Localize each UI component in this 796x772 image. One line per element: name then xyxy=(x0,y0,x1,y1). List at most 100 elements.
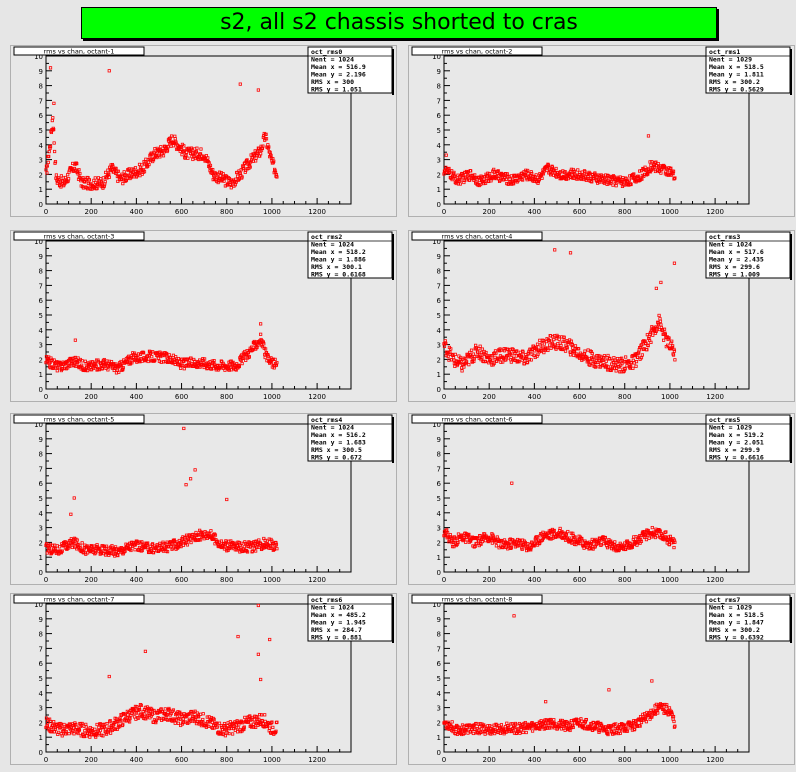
x-tick-label: 0 xyxy=(44,576,48,584)
data-point xyxy=(221,732,226,736)
data-point xyxy=(583,349,587,353)
data-point xyxy=(52,149,57,154)
y-tick-label: 8 xyxy=(437,83,441,91)
data-point xyxy=(568,353,573,357)
data-point xyxy=(106,172,110,176)
data-point xyxy=(181,543,185,547)
data-point xyxy=(478,534,482,538)
data-point xyxy=(275,361,279,365)
data-point xyxy=(251,722,255,726)
data-point xyxy=(116,553,120,558)
data-point xyxy=(504,358,508,362)
y-tick-label: 10 xyxy=(34,238,43,246)
data-point xyxy=(178,717,182,721)
data-point xyxy=(650,160,654,164)
x-tick-label: 600 xyxy=(573,393,586,401)
y-tick-label: 1 xyxy=(39,186,43,194)
y-tick-label: 7 xyxy=(437,97,441,105)
y-tick-label: 1 xyxy=(437,734,441,742)
data-point xyxy=(525,168,530,173)
data-point xyxy=(657,313,661,318)
data-point xyxy=(142,712,146,716)
data-point xyxy=(513,725,517,730)
y-tick-label: 4 xyxy=(39,142,44,150)
data-point xyxy=(577,347,581,351)
data-point xyxy=(67,170,71,174)
x-tick-label: 200 xyxy=(84,208,97,216)
data-point xyxy=(537,542,541,546)
data-point xyxy=(544,726,548,730)
data-point xyxy=(201,357,205,361)
data-point xyxy=(217,170,222,174)
outlier-point xyxy=(654,286,658,290)
y-tick-label: 7 xyxy=(437,465,441,473)
stats-line: RMS x = 299.9 xyxy=(709,446,760,454)
plot-frame xyxy=(45,603,352,753)
data-point xyxy=(84,368,88,373)
data-point xyxy=(245,159,249,163)
x-tick-label: 0 xyxy=(442,393,446,401)
stats-line: RMS x = 299.6 xyxy=(709,263,760,271)
data-point xyxy=(664,530,668,534)
data-point xyxy=(243,170,247,174)
data-point xyxy=(274,541,278,545)
data-point xyxy=(270,720,274,724)
x-tick-label: 600 xyxy=(175,393,188,401)
stats-box xyxy=(705,594,791,642)
data-point xyxy=(591,547,595,551)
data-point xyxy=(100,366,105,370)
scatter-plot: 0 1 2 3 4 5 6 7 8 9 10 0 200 400 600 800 1000 1200 rms vs … xyxy=(13,231,394,401)
data-point xyxy=(460,369,464,373)
stats-line: RMS x = 300.2 xyxy=(709,78,760,86)
y-tick-label: 8 xyxy=(39,451,43,459)
data-point xyxy=(507,542,511,546)
data-point xyxy=(125,360,129,364)
data-point xyxy=(207,724,211,728)
x-tick-label: 1200 xyxy=(706,393,724,401)
stats-name: oct_rms1 xyxy=(709,48,740,56)
data-point xyxy=(640,177,644,181)
data-point xyxy=(605,182,609,186)
plot-title: rms vs chan, octant-7 xyxy=(44,596,115,604)
x-tick-label: 1200 xyxy=(308,208,326,216)
x-tick-label: 1200 xyxy=(706,208,724,216)
data-point xyxy=(127,167,131,171)
data-point xyxy=(182,720,186,724)
x-tick-label: 600 xyxy=(175,576,188,584)
data-point xyxy=(141,351,146,355)
data-point xyxy=(564,177,569,181)
data-point xyxy=(525,360,530,364)
data-point xyxy=(661,338,666,342)
data-point xyxy=(114,166,118,171)
stats-line: RMS y = 1.051 xyxy=(311,86,362,94)
data-point xyxy=(173,137,177,141)
y-tick-label: 10 xyxy=(34,421,43,429)
data-point xyxy=(613,358,617,362)
data-point xyxy=(488,172,492,176)
data-point xyxy=(588,363,592,367)
data-point xyxy=(246,351,250,355)
data-point xyxy=(565,346,569,350)
y-tick-label: 9 xyxy=(39,436,43,444)
data-point xyxy=(54,173,58,177)
data-point xyxy=(636,355,640,359)
outlier-point xyxy=(659,280,663,285)
data-point xyxy=(165,550,170,554)
data-point xyxy=(259,152,263,156)
chart-panel: 0 1 2 3 4 5 6 7 8 9 10 0 200 400 600 800 1000 1200 rms vs … xyxy=(408,45,795,217)
y-tick-label: 10 xyxy=(432,421,441,429)
x-tick-label: 600 xyxy=(175,208,188,216)
data-point xyxy=(250,550,254,554)
data-point xyxy=(639,539,644,543)
data-point xyxy=(201,717,205,722)
data-point xyxy=(60,734,64,738)
y-tick-label: 9 xyxy=(437,616,441,624)
data-point xyxy=(242,545,246,549)
data-point xyxy=(524,356,528,360)
stats-line: Mean x = 517.6 xyxy=(709,248,764,256)
data-point xyxy=(665,703,669,707)
data-point xyxy=(228,182,232,186)
data-point xyxy=(61,179,65,183)
data-point xyxy=(590,180,594,184)
stats-box xyxy=(307,594,393,642)
